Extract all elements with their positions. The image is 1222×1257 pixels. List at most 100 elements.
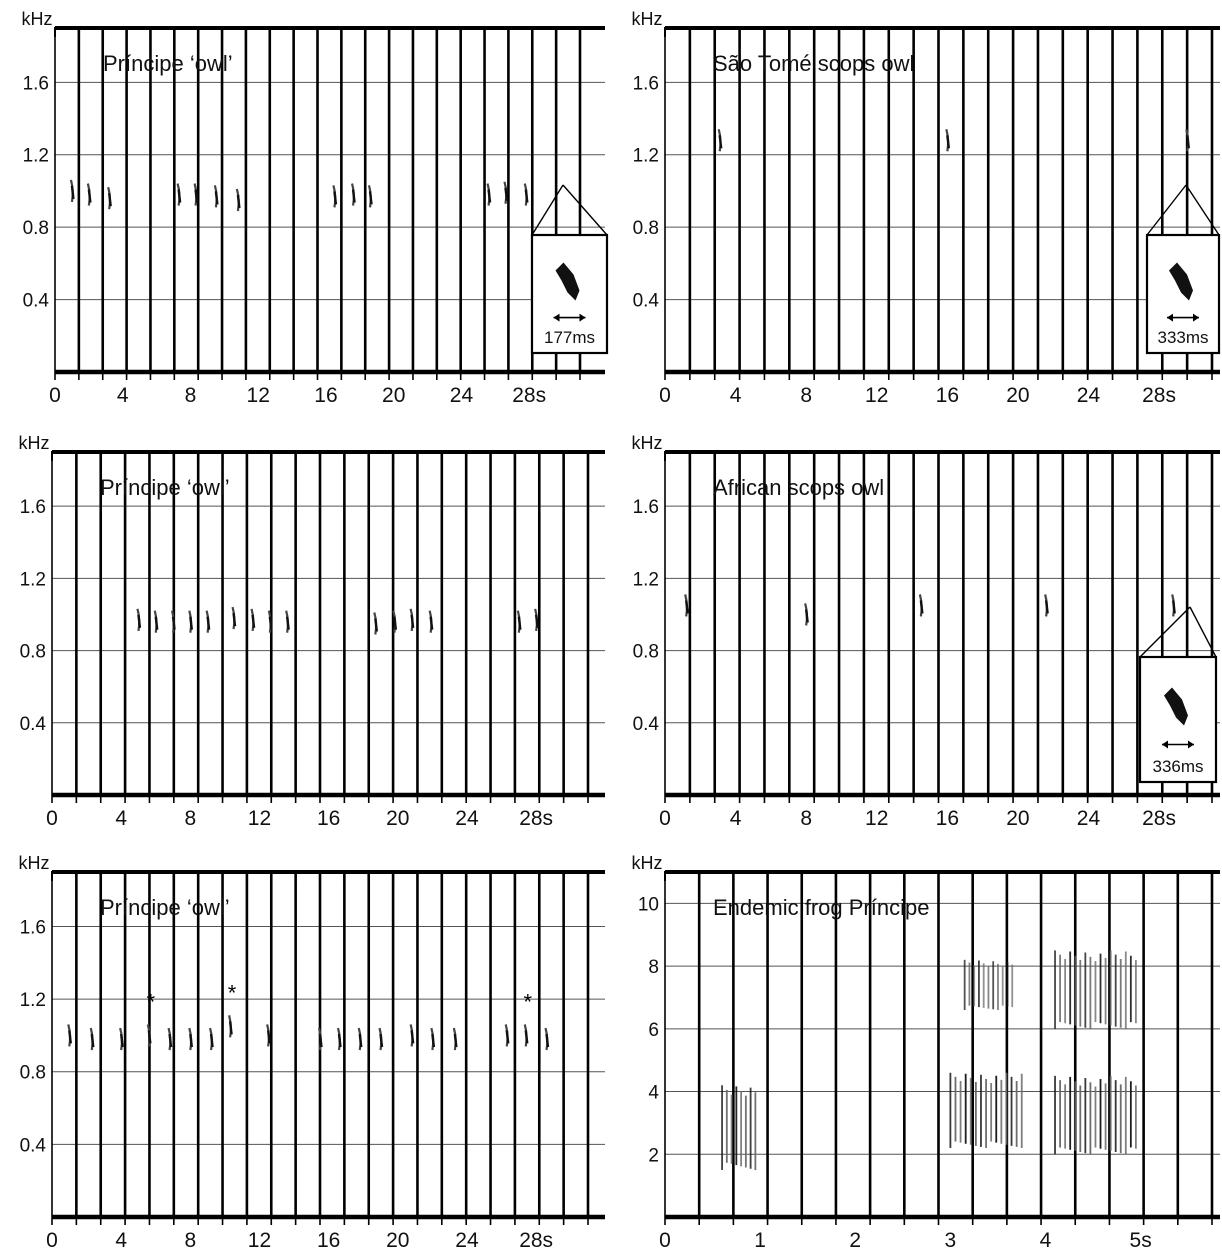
x-tick-label: 0 — [659, 384, 671, 407]
call-mark — [188, 610, 194, 633]
call-mark — [1185, 128, 1190, 152]
x-tick-label: 28s — [512, 384, 546, 407]
call-mark — [170, 610, 176, 633]
call-mark — [428, 610, 434, 633]
duration-label: 333ms — [1157, 328, 1208, 347]
inset-call-shape — [1164, 687, 1188, 726]
call-mark — [176, 183, 182, 206]
x-tick-label: 8 — [800, 807, 812, 830]
call-mark — [235, 188, 241, 212]
x-tick-label: 8 — [184, 1229, 196, 1252]
call-mark — [357, 1027, 363, 1051]
x-tick-label: 28s — [1142, 807, 1176, 830]
x-tick-label: 24 — [450, 384, 474, 407]
call-mark — [409, 608, 415, 632]
y-axis-unit-label: kHz — [19, 433, 50, 453]
y-tick-label: 0.8 — [633, 642, 659, 663]
y-tick-label: 4 — [648, 1083, 659, 1104]
x-tick-label: 12 — [248, 1229, 271, 1252]
y-tick-label: 2 — [648, 1145, 659, 1166]
call-mark — [213, 185, 219, 208]
call-mark — [285, 610, 290, 633]
call-mark — [523, 1024, 529, 1047]
y-tick-label: 0.8 — [23, 218, 49, 239]
x-tick-label: 4 — [730, 807, 742, 830]
call-mark — [504, 1024, 510, 1047]
call-mark — [67, 1024, 72, 1047]
call-mark — [205, 610, 211, 633]
call-mark — [193, 183, 199, 206]
x-tick-label: 8 — [184, 807, 196, 830]
x-tick-label: 16 — [936, 384, 959, 407]
inset-call-shape — [1169, 262, 1193, 301]
call-mark — [351, 183, 356, 206]
asterisk-marker: * — [147, 989, 156, 1014]
call-burst — [1054, 1075, 1137, 1155]
x-tick-label: 0 — [659, 1229, 671, 1252]
x-tick-label: 8 — [800, 384, 812, 407]
plot-area — [52, 452, 605, 795]
y-tick-label: 1.2 — [633, 569, 659, 590]
call-mark — [523, 183, 529, 206]
inset-box — [1138, 655, 1218, 784]
y-tick-label: 0.8 — [633, 218, 659, 239]
y-tick-label: 6 — [648, 1020, 659, 1041]
panel-title: Endemic frog Príncipe — [713, 895, 929, 920]
panel-principe-owl-1: 1.6 1.2 0.8 0.4 kHz 0 4 8 12 16 20 24 28s Príncipe ‘o… — [22, 9, 609, 407]
call-mark — [392, 610, 398, 633]
call-mark — [516, 610, 522, 633]
call-mark — [107, 186, 112, 210]
panel-title: Príncipe ‘owl’ — [100, 895, 230, 920]
call-mark — [119, 1027, 124, 1051]
y-tick-label: 1.6 — [20, 917, 46, 938]
call-mark — [250, 608, 256, 632]
plot-area — [55, 28, 605, 372]
call-mark — [153, 610, 159, 633]
panel-title: São Tomé scops owl — [713, 51, 914, 76]
x-tick-label: 0 — [659, 807, 671, 830]
x-tick-label: 1 — [754, 1229, 766, 1252]
call-mark — [409, 1024, 415, 1047]
y-tick-label: 1.6 — [20, 497, 46, 518]
y-tick-label: 0.4 — [20, 714, 47, 735]
y-tick-label: 1.6 — [633, 73, 659, 94]
panel-title: Príncipe ‘owl’ — [100, 475, 230, 500]
x-tick-label: 28s — [1142, 384, 1176, 407]
y-tick-label: 1.2 — [20, 569, 46, 590]
y-axis-unit-label: kHz — [19, 853, 50, 873]
call-mark — [332, 185, 338, 208]
plot-area — [52, 872, 605, 1217]
call-mark — [373, 612, 379, 635]
y-tick-label: 1.2 — [633, 146, 659, 167]
plot-area — [665, 872, 1220, 1217]
call-mark — [544, 1027, 550, 1051]
x-tick-label: 24 — [455, 1229, 479, 1252]
inset-leader-right — [562, 184, 608, 236]
call-mark — [231, 606, 237, 630]
x-tick-label: 4 — [117, 384, 129, 407]
inset-leader-right — [1189, 606, 1217, 658]
x-tick-label: 12 — [865, 384, 888, 407]
y-tick-label: 0.4 — [633, 291, 660, 312]
x-tick-label: 12 — [248, 807, 271, 830]
x-tick-label: 4 — [730, 384, 742, 407]
call-mark — [336, 1027, 342, 1051]
asterisk-marker: * — [228, 980, 237, 1005]
call-mark — [89, 1027, 95, 1051]
call-mark — [503, 181, 509, 204]
call-mark — [378, 1027, 384, 1051]
call-mark — [267, 610, 273, 633]
inset-call-shape — [555, 262, 580, 301]
call-mark — [146, 1024, 152, 1047]
call-burst — [721, 1085, 757, 1170]
panel-sao-tome-scops-owl: 1.6 1.2 0.8 0.4 kHz 0 4 8 12 16 20 24 28s São Tomé sc… — [632, 9, 1221, 407]
call-mark — [228, 1015, 233, 1038]
x-tick-label: 20 — [1006, 807, 1029, 830]
y-axis-unit-label: kHz — [632, 433, 663, 453]
plot-area — [665, 28, 1220, 372]
x-tick-label: 4 — [115, 1229, 127, 1252]
y-tick-label: 0.4 — [20, 1135, 47, 1156]
call-burst — [1054, 950, 1137, 1029]
y-tick-label: 1.2 — [20, 990, 46, 1011]
